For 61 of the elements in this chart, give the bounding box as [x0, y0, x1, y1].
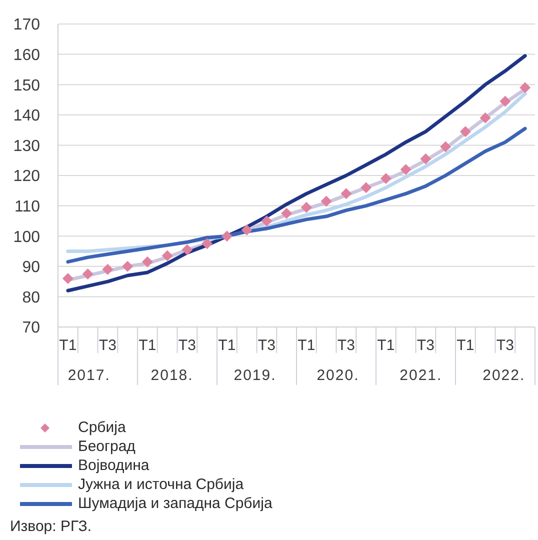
- point: [320, 196, 332, 207]
- point: [202, 238, 213, 250]
- point: [162, 250, 173, 262]
- point: [142, 256, 153, 268]
- x-tick-label: T1: [138, 336, 156, 354]
- point: [420, 153, 432, 164]
- legend-label: Србија: [78, 418, 126, 437]
- point: [261, 215, 272, 226]
- legend-label: Јужна и источна Србија: [78, 475, 244, 494]
- point: [221, 230, 232, 242]
- point: [340, 188, 352, 200]
- text: Извор: РГЗ.: [10, 517, 93, 536]
- text: 2018.: [150, 366, 194, 384]
- point: [380, 173, 392, 184]
- point: [500, 96, 511, 107]
- text: 2021.: [400, 366, 442, 384]
- x-tick-label: T3: [178, 336, 196, 354]
- legend-label: Београд: [78, 437, 136, 456]
- x-tick-label: T1: [456, 336, 474, 354]
- point: [281, 208, 292, 219]
- y-tick-label: 100: [13, 228, 40, 246]
- point: [400, 164, 412, 175]
- y-tick-label: 170: [13, 16, 40, 34]
- y-tick-label: 70: [22, 320, 40, 337]
- y-tick-label: 110: [14, 198, 40, 216]
- x-tick-label: T3: [98, 336, 116, 354]
- x-tick-label: T1: [218, 336, 236, 354]
- point: [182, 244, 193, 256]
- point: [520, 82, 531, 94]
- point: [440, 141, 452, 152]
- x-tick-label: T3: [337, 336, 355, 354]
- y-tick-label: 120: [13, 168, 40, 186]
- point: [300, 202, 312, 213]
- point: [82, 268, 94, 280]
- legend-label: Шумадија и западна Србија: [78, 494, 272, 513]
- x-tick-label: T1: [59, 336, 77, 354]
- text: 2022.: [482, 366, 526, 384]
- text: 2019.: [234, 366, 276, 384]
- y-tick-label: 140: [13, 108, 40, 125]
- y-tick-label: 90: [22, 259, 40, 276]
- text: 2020.: [316, 366, 360, 384]
- line-series: [66, 126, 527, 264]
- line-series: [66, 54, 527, 292]
- x-tick-label: T1: [298, 336, 316, 354]
- x-tick-label: T3: [416, 336, 434, 354]
- point: [62, 273, 74, 284]
- text: 2017.: [68, 366, 110, 384]
- point: [102, 264, 114, 275]
- legend-label: Војводина: [78, 456, 150, 475]
- x-tick-label: T3: [258, 336, 276, 354]
- point: [460, 126, 471, 138]
- point: [360, 182, 372, 194]
- point: [480, 112, 491, 124]
- y-tick-label: 130: [13, 138, 40, 155]
- point: [122, 260, 134, 272]
- x-tick-label: T1: [377, 336, 395, 354]
- point: [241, 224, 252, 236]
- y-tick-label: 80: [22, 289, 40, 306]
- x-tick-label: T3: [496, 336, 514, 354]
- y-tick-label: 160: [13, 46, 40, 64]
- y-tick-label: 150: [13, 77, 40, 94]
